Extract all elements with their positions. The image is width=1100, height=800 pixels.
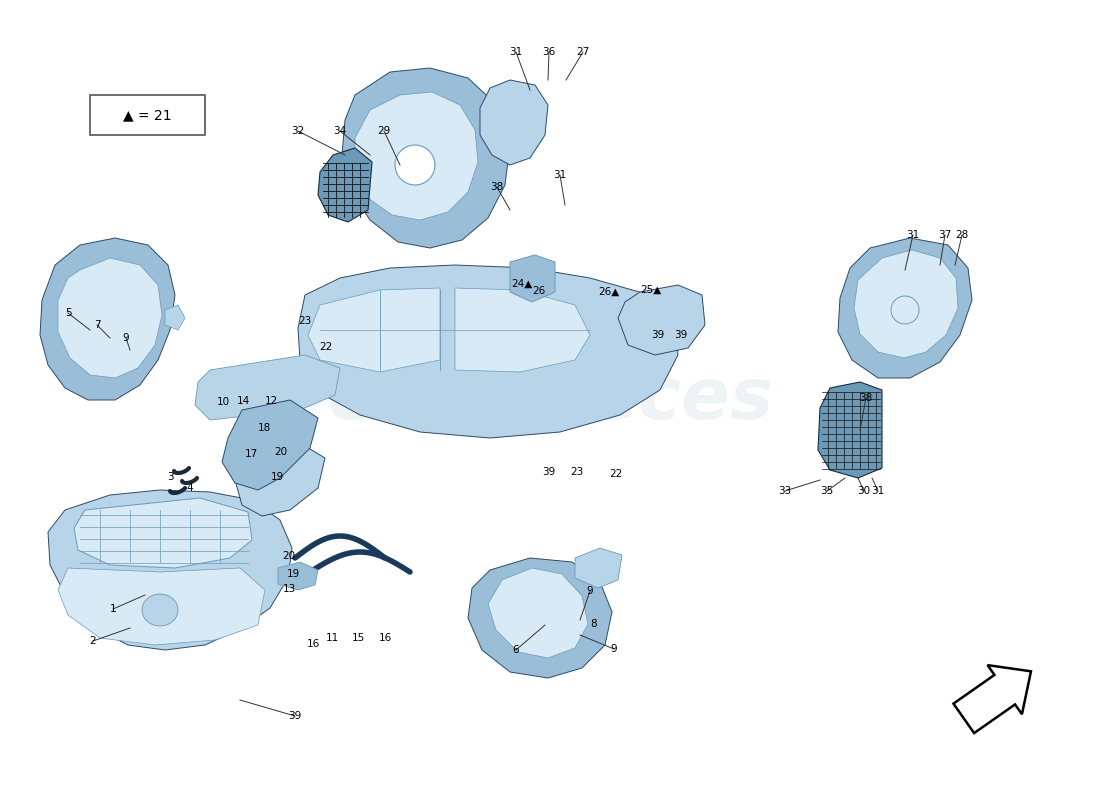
Text: 1: 1 [110, 604, 117, 614]
Polygon shape [308, 288, 440, 372]
Text: 31: 31 [871, 486, 884, 496]
Text: 16: 16 [378, 633, 392, 643]
Polygon shape [618, 285, 705, 355]
Polygon shape [318, 148, 372, 222]
Text: 38: 38 [859, 393, 872, 403]
Polygon shape [40, 238, 175, 400]
Text: 15: 15 [351, 633, 364, 643]
Polygon shape [854, 250, 958, 358]
Text: 12: 12 [264, 396, 277, 406]
Text: 31: 31 [906, 230, 920, 240]
Text: 8: 8 [591, 619, 597, 629]
Polygon shape [48, 490, 292, 650]
Polygon shape [235, 440, 324, 516]
Text: 23: 23 [571, 467, 584, 477]
Text: 30: 30 [857, 486, 870, 496]
Polygon shape [222, 400, 318, 490]
Text: ▲ = 21: ▲ = 21 [123, 108, 172, 122]
Polygon shape [58, 568, 265, 645]
Text: 34: 34 [333, 126, 346, 136]
Text: 32: 32 [292, 126, 305, 136]
Text: 26: 26 [532, 286, 546, 296]
Text: 39: 39 [542, 467, 556, 477]
Text: 23: 23 [298, 316, 311, 326]
Polygon shape [165, 305, 185, 330]
Polygon shape [575, 548, 622, 588]
Text: 18: 18 [257, 423, 271, 433]
Polygon shape [954, 665, 1031, 733]
Text: 10: 10 [217, 397, 230, 407]
Polygon shape [510, 255, 556, 302]
Text: 39: 39 [651, 330, 664, 340]
Text: 4: 4 [187, 483, 194, 493]
Text: 7: 7 [94, 320, 100, 330]
Polygon shape [142, 594, 178, 626]
Text: 22: 22 [609, 469, 623, 479]
Text: 38: 38 [491, 182, 504, 192]
Text: 24▲: 24▲ [512, 279, 532, 289]
Text: 19: 19 [271, 472, 284, 482]
Text: 26▲: 26▲ [598, 287, 619, 297]
Polygon shape [480, 80, 548, 165]
Text: 19: 19 [286, 569, 299, 579]
Text: 13: 13 [283, 584, 296, 594]
Text: 39: 39 [288, 711, 301, 721]
Text: 6: 6 [513, 645, 519, 655]
Text: 5: 5 [65, 308, 72, 318]
Text: 27: 27 [576, 47, 590, 57]
Polygon shape [838, 238, 972, 378]
Bar [90, 95, 205, 135]
Polygon shape [818, 382, 882, 478]
Polygon shape [342, 68, 510, 248]
Polygon shape [891, 296, 918, 324]
Text: 9: 9 [586, 586, 593, 596]
Polygon shape [355, 92, 478, 220]
Text: 25▲: 25▲ [640, 285, 661, 295]
Polygon shape [395, 145, 434, 185]
Polygon shape [488, 568, 588, 658]
Text: 29: 29 [377, 126, 390, 136]
Text: 2: 2 [90, 636, 97, 646]
Polygon shape [195, 355, 340, 420]
Text: 37: 37 [938, 230, 952, 240]
Text: 28: 28 [956, 230, 969, 240]
Polygon shape [58, 258, 162, 378]
Text: 31: 31 [509, 47, 522, 57]
Text: 9: 9 [610, 644, 617, 654]
Polygon shape [278, 562, 318, 590]
Text: 14: 14 [236, 396, 250, 406]
Text: 20: 20 [274, 447, 287, 457]
Text: 33: 33 [779, 486, 792, 496]
Text: 31: 31 [553, 170, 566, 180]
Text: 17: 17 [244, 449, 257, 459]
Text: 11: 11 [326, 633, 339, 643]
Text: 22: 22 [319, 342, 332, 352]
Text: 36: 36 [542, 47, 556, 57]
Text: 16: 16 [307, 639, 320, 649]
Text: 9: 9 [123, 333, 130, 343]
Text: 35: 35 [821, 486, 834, 496]
Text: 20: 20 [283, 551, 296, 561]
Polygon shape [74, 498, 252, 568]
Text: 3: 3 [167, 472, 174, 482]
Polygon shape [298, 265, 678, 438]
Text: europieces: europieces [327, 366, 773, 434]
Polygon shape [468, 558, 612, 678]
Polygon shape [455, 288, 590, 372]
Text: 39: 39 [674, 330, 688, 340]
